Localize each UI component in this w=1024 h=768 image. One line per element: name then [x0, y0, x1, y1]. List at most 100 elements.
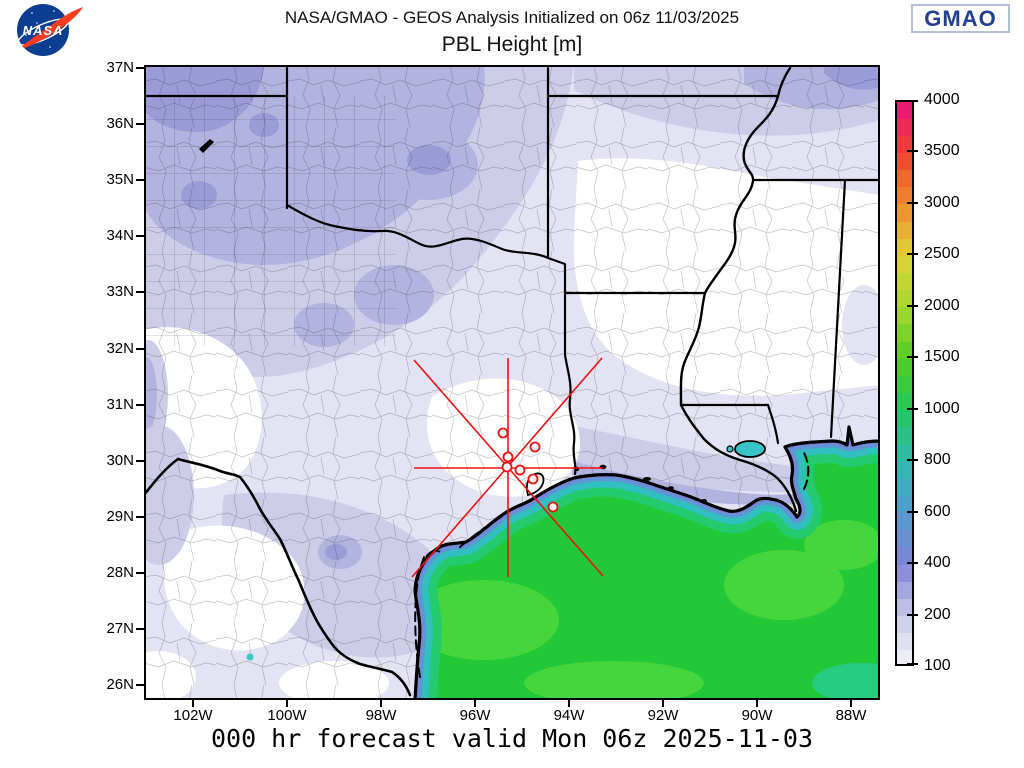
colorbar-tick-label: 2500 — [924, 245, 960, 263]
colorbar-band — [897, 410, 912, 429]
colorbar-band — [897, 102, 912, 120]
colorbar-band — [897, 650, 912, 664]
lat-tick-label: 32N — [106, 339, 134, 357]
colorbar-band — [897, 358, 912, 377]
lat-tick-mark — [136, 235, 144, 238]
colorbar-gradient — [895, 100, 914, 666]
colorbar-band — [897, 427, 912, 446]
colorbar-tick-mark — [907, 510, 918, 513]
colorbar-band — [897, 478, 912, 497]
lon-tick-mark — [850, 700, 852, 707]
lon-tick-label: 88W — [835, 707, 867, 724]
lat-tick-label: 27N — [106, 620, 134, 637]
red-site-circles — [497, 427, 559, 513]
forecast-caption: 000 hr forecast valid Mon 06z 2025-11-03 — [210, 724, 814, 753]
colorbar-band — [897, 307, 912, 326]
colorbar-band — [897, 204, 912, 223]
lon-tick-mark — [568, 700, 570, 707]
colorbar-tick-label: 3500 — [924, 142, 960, 160]
lat-tick-mark — [136, 459, 144, 462]
colorbar-tick-label: 200 — [924, 605, 951, 623]
lat-tick-mark — [136, 684, 144, 687]
colorbar-band — [897, 547, 912, 566]
lat-tick-label: 28N — [106, 563, 134, 581]
colorbar-tick-mark — [907, 201, 918, 204]
colorbar-band — [897, 564, 912, 583]
colorbar-band — [897, 530, 912, 549]
colorbar-band — [897, 513, 912, 532]
lon-tick-label: 98W — [365, 707, 397, 724]
lat-tick-mark — [136, 515, 144, 518]
gmao-logo-text: GMAO — [924, 5, 997, 31]
colorbar-tick-label: 3000 — [924, 193, 960, 211]
colorbar-tick-label: 2000 — [924, 296, 960, 314]
colorbar-tick-mark — [907, 613, 918, 616]
lat-tick-label: 29N — [106, 507, 134, 525]
colorbar-band — [897, 170, 912, 189]
colorbar-tick-label: 100 — [924, 657, 951, 674]
lat-tick-mark — [136, 403, 144, 406]
colorbar-band — [897, 393, 912, 412]
lat-tick-label: 26N — [106, 676, 134, 694]
lon-tick-label: 92W — [647, 707, 679, 724]
lon-tick-label: 102W — [173, 707, 213, 724]
nasa-logo-text: NASA — [23, 23, 64, 38]
colorbar-tick-mark — [907, 663, 918, 665]
texas-louisiana-border — [546, 256, 577, 476]
colorbar-tick-mark — [907, 407, 918, 410]
colorbar-tick-label: 400 — [924, 554, 951, 572]
page-title: NASA/GMAO - GEOS Analysis Initialized on… — [284, 8, 740, 27]
lon-tick-label: 100W — [267, 707, 307, 724]
lon-tick-mark — [662, 700, 664, 707]
galveston-bay — [525, 472, 545, 497]
colorbar-tick-mark — [907, 304, 918, 307]
lake-meredith — [199, 139, 214, 153]
state-borders — [144, 66, 880, 697]
lat-tick-label: 30N — [106, 451, 134, 469]
red-river — [285, 203, 550, 260]
map-border-frame — [144, 65, 880, 700]
colorbar-band — [897, 255, 912, 274]
colorbar-band — [897, 616, 912, 635]
colorbar-band — [897, 341, 912, 360]
lat-tick-label: 34N — [106, 227, 134, 245]
plot-title: PBL Height [m] — [441, 33, 583, 56]
lat-tick-mark — [136, 571, 144, 574]
colorbar-band — [897, 135, 912, 154]
lat-tick-mark — [136, 123, 144, 126]
colorbar-tick-mark — [907, 100, 918, 102]
colorbar-band — [897, 118, 912, 137]
rio-grande — [144, 457, 412, 697]
colorbar-tick-mark — [907, 356, 918, 359]
colorbar-band — [897, 238, 912, 257]
colorbar-band — [897, 375, 912, 395]
colorbar-band — [897, 273, 912, 292]
nasa-logo: NASA — [17, 4, 83, 56]
lat-tick-label: 33N — [106, 283, 134, 301]
colorbar-band — [897, 581, 912, 600]
lake-pontchartrain — [734, 440, 766, 458]
colorbar-band — [897, 598, 912, 618]
colorbar-band — [897, 461, 912, 480]
colorbar-tick-label: 800 — [924, 451, 951, 469]
colorbar-tick-label: 600 — [924, 502, 951, 520]
lat-tick-mark — [136, 347, 144, 350]
colorbar-tick-label: 1500 — [924, 348, 960, 366]
colorbar-tick-mark — [907, 459, 918, 462]
lon-tick-label: 94W — [553, 707, 585, 724]
lon-tick-mark — [286, 700, 288, 707]
map-plot-area — [144, 65, 880, 700]
lat-tick-mark — [136, 179, 144, 182]
colorbar-band — [897, 187, 912, 206]
lon-tick-mark — [192, 700, 194, 707]
map-svg — [144, 65, 880, 700]
lon-tick-mark — [474, 700, 476, 707]
colorbar-band — [897, 495, 912, 515]
colorbar-band — [897, 152, 912, 172]
colorbar-tick-label: 4000 — [924, 91, 960, 108]
colorbar-band — [897, 221, 912, 240]
lat-tick-mark — [136, 628, 144, 630]
colorbar-tick-mark — [907, 150, 918, 153]
lat-tick-mark — [136, 291, 144, 294]
